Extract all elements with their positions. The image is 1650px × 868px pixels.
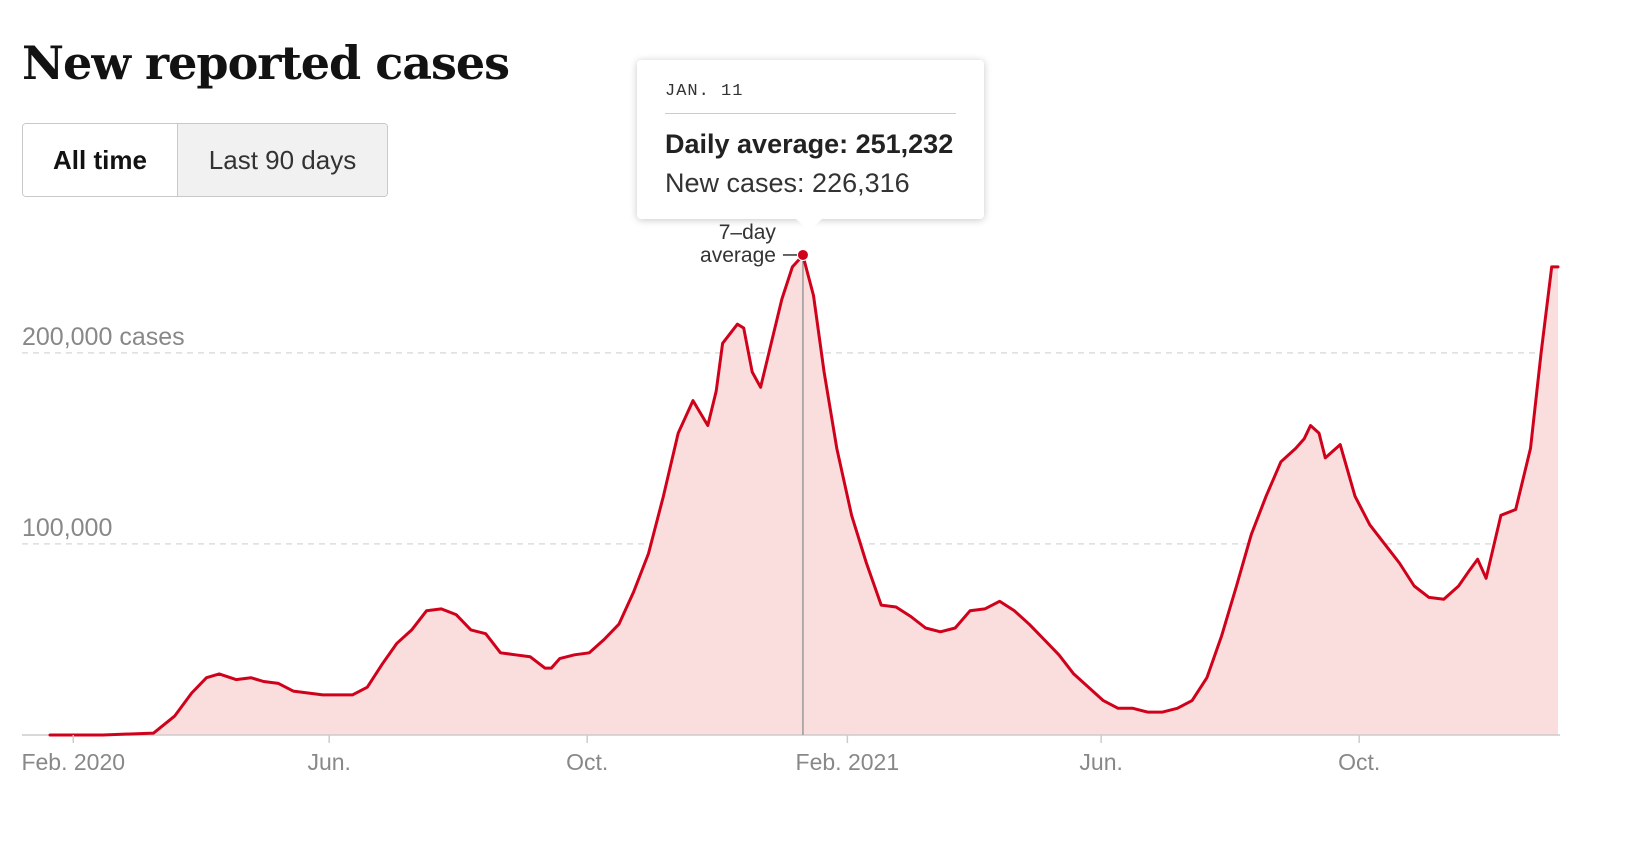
x-tick-label-1: Jun. bbox=[307, 749, 350, 775]
tooltip-date: JAN. 11 bbox=[665, 82, 956, 114]
all-time-button[interactable]: All time bbox=[23, 124, 177, 196]
x-tick-label-5: Oct. bbox=[1338, 749, 1380, 775]
x-tick-label-3: Feb. 2021 bbox=[796, 749, 900, 775]
annotation-label-line2: average bbox=[700, 244, 776, 267]
tooltip-daily-average: Daily average: 251,232 bbox=[665, 129, 954, 159]
x-tick-label-4: Jun. bbox=[1079, 749, 1122, 775]
last-90-days-button[interactable]: Last 90 days bbox=[177, 124, 387, 196]
x-tick-label-2: Oct. bbox=[566, 749, 608, 775]
annotation-label-line1: 7–day bbox=[719, 221, 777, 244]
highlight-point bbox=[796, 248, 809, 261]
tooltip-new-cases: New cases: 226,316 bbox=[665, 168, 910, 198]
series-line bbox=[48, 253, 1560, 737]
hover-tooltip: JAN. 11 Daily average: 251,232 New cases… bbox=[637, 60, 984, 231]
y-tick-label-1: 200,000 cases bbox=[22, 323, 185, 351]
time-range-toggle: All time Last 90 days bbox=[22, 123, 388, 197]
x-tick-label-0: Feb. 2020 bbox=[21, 749, 125, 775]
y-tick-label-0: 100,000 bbox=[22, 514, 112, 542]
area-fill bbox=[50, 255, 1558, 735]
page-title: New reported cases bbox=[22, 36, 510, 90]
